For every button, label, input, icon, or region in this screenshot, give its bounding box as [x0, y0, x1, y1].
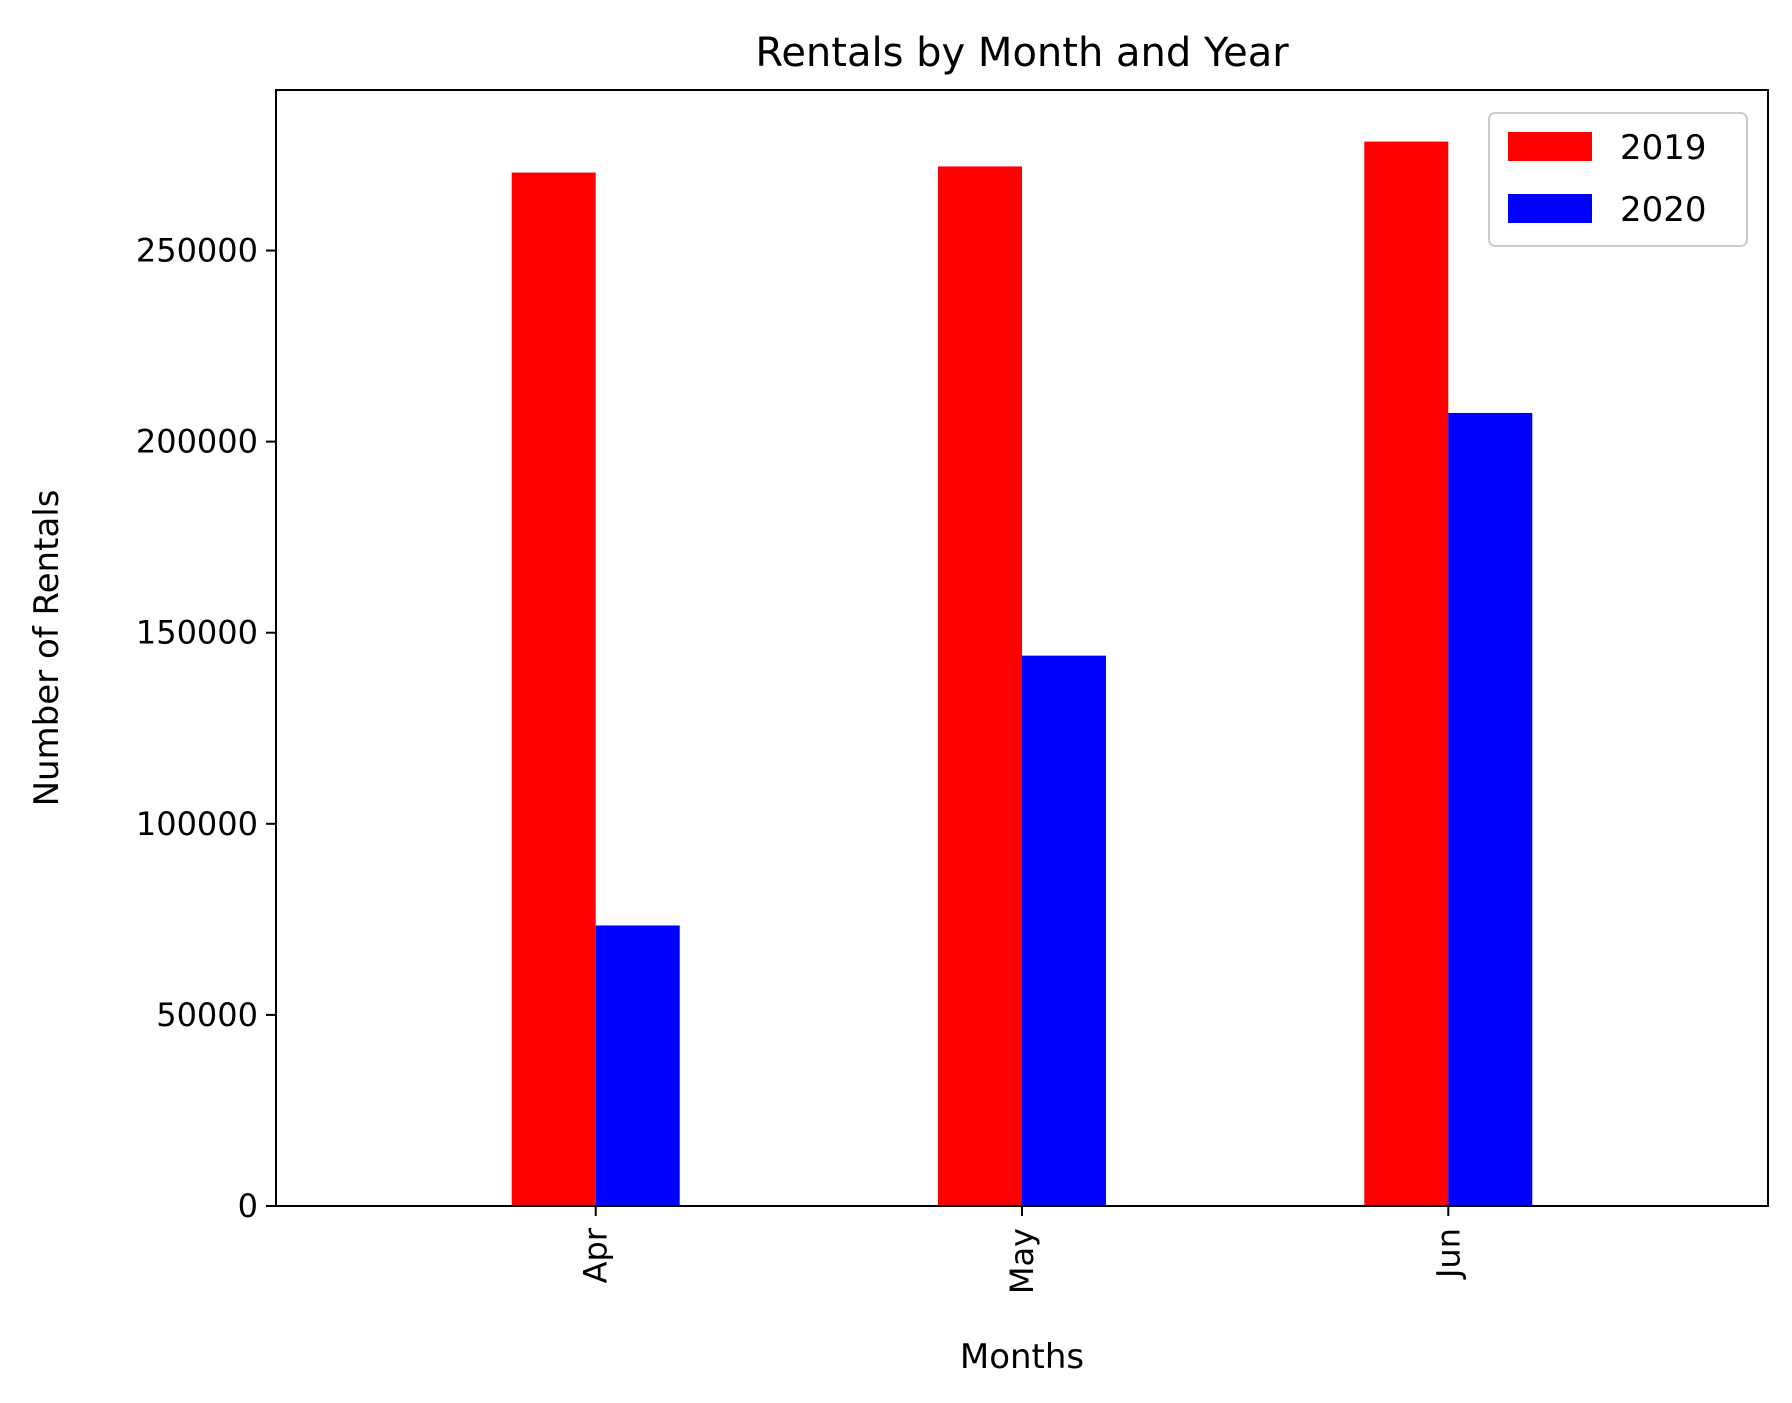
x-axis-label: Months	[960, 1337, 1084, 1377]
bars	[511, 141, 1533, 1207]
y-tick-label: 200000	[136, 423, 258, 461]
y-axis-label: Number of Rentals	[27, 490, 67, 807]
bar-2020-jun	[1448, 412, 1533, 1207]
x-tick-label-apr: Apr	[577, 1227, 615, 1283]
bar-2020-may	[1022, 655, 1106, 1206]
bar-2020-apr	[595, 925, 680, 1206]
y-axis-ticks: 0 50000 100000 150000 200000 250000	[136, 232, 276, 1225]
chart-title: Rentals by Month and Year	[755, 30, 1289, 76]
bar-2019-apr	[511, 172, 596, 1206]
y-tick-label: 100000	[136, 805, 258, 843]
legend-swatch-2020	[1508, 194, 1592, 223]
legend-label-2020: 2020	[1620, 190, 1707, 230]
legend: 2019 2020	[1488, 112, 1748, 247]
y-tick-label: 0	[238, 1187, 258, 1225]
x-tick-label-may: May	[1003, 1228, 1041, 1294]
bar-2019-may	[938, 166, 1022, 1206]
bar-2019-jun	[1364, 141, 1449, 1206]
legend-swatch-2019	[1508, 132, 1592, 161]
y-tick-label: 250000	[136, 232, 258, 270]
y-tick-label: 50000	[156, 996, 258, 1034]
x-tick-label-jun: Jun	[1429, 1228, 1467, 1280]
legend-label-2019: 2019	[1620, 128, 1707, 168]
x-axis-ticks: Apr May Jun	[577, 1206, 1467, 1294]
plot-frame	[275, 89, 1769, 1207]
y-tick-label: 150000	[136, 614, 258, 652]
